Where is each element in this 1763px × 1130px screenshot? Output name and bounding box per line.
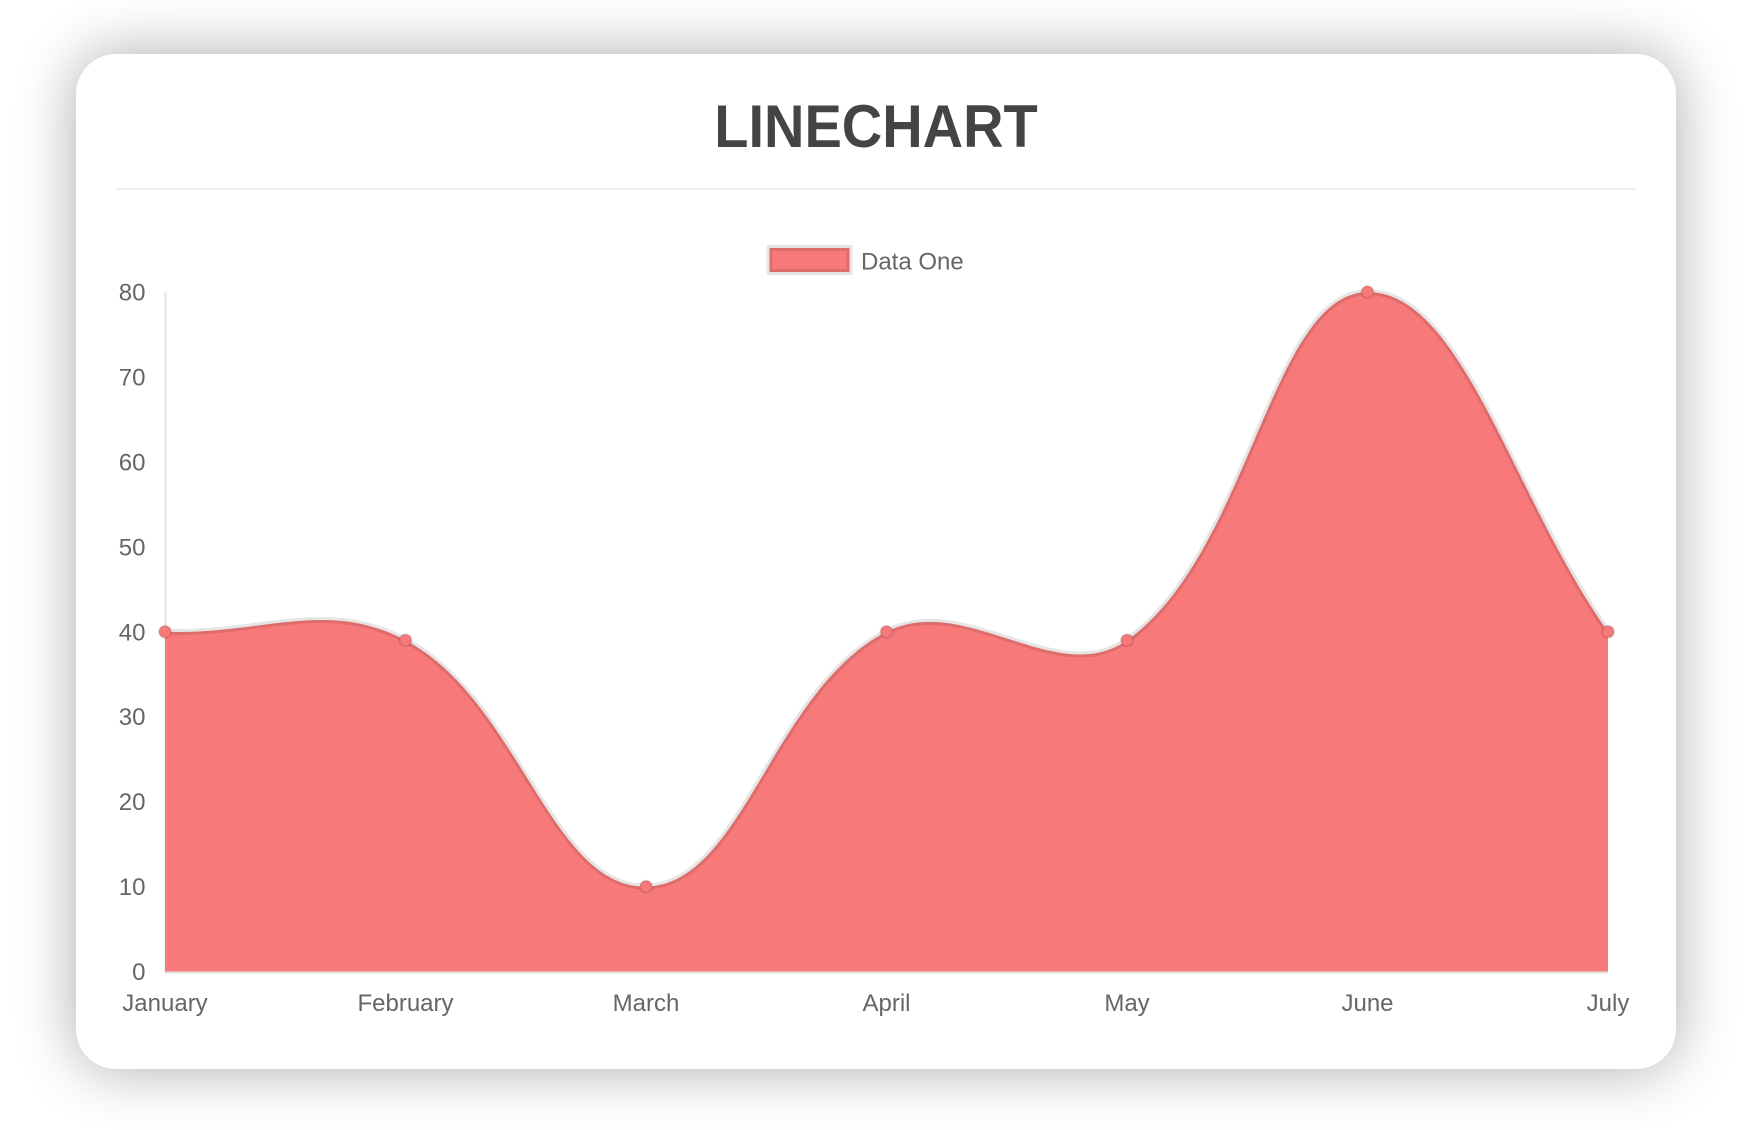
svg-text:60: 60 xyxy=(119,449,146,476)
svg-text:June: June xyxy=(1341,990,1393,1017)
svg-text:March: March xyxy=(613,990,680,1017)
svg-text:70: 70 xyxy=(119,364,146,391)
svg-text:July: July xyxy=(1587,990,1630,1017)
svg-text:0: 0 xyxy=(132,959,145,986)
svg-text:30: 30 xyxy=(119,704,146,731)
svg-text:February: February xyxy=(357,990,453,1017)
svg-text:April: April xyxy=(862,990,910,1017)
svg-text:January: January xyxy=(122,990,207,1017)
svg-text:Data One: Data One xyxy=(861,249,964,276)
svg-text:50: 50 xyxy=(119,534,146,561)
svg-text:40: 40 xyxy=(119,619,146,646)
svg-text:80: 80 xyxy=(119,280,146,307)
svg-text:10: 10 xyxy=(119,874,146,901)
svg-text:May: May xyxy=(1104,990,1149,1017)
svg-text:20: 20 xyxy=(119,789,146,816)
